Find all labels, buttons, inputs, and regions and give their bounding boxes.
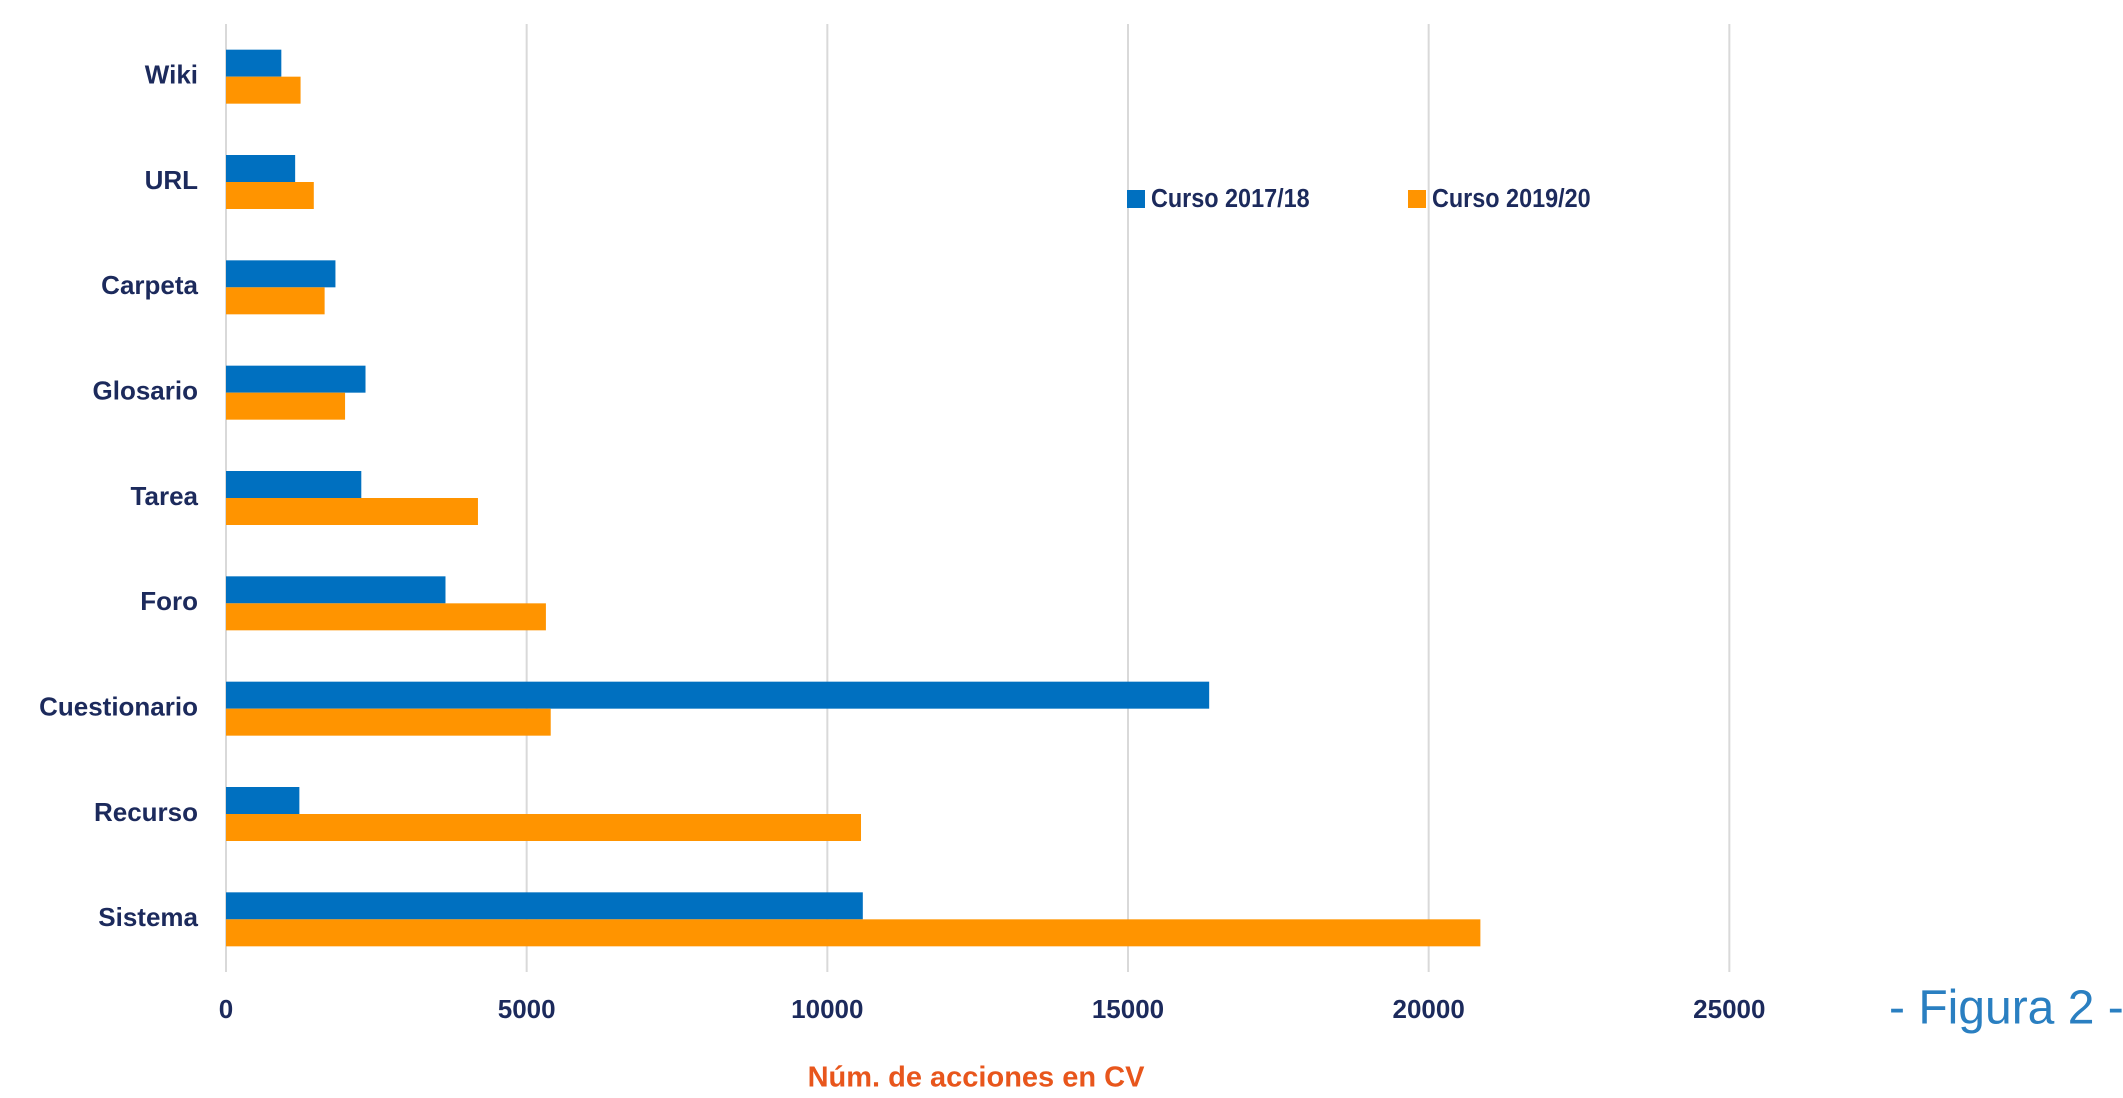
y-tick-label: URL — [145, 165, 199, 195]
bar — [226, 287, 325, 315]
bar — [226, 365, 366, 393]
bar — [226, 603, 546, 631]
legend-label: Curso 2019/20 — [1432, 185, 1591, 213]
y-tick-label: Recurso — [94, 797, 198, 827]
x-axis-title: Núm. de acciones en CV — [808, 1062, 1145, 1094]
x-tick-label: 25000 — [1693, 994, 1765, 1024]
y-tick-label: Sistema — [98, 902, 198, 932]
bar — [226, 814, 862, 841]
legend-swatch — [1127, 190, 1145, 208]
y-tick-label: Glosario — [93, 376, 198, 406]
bar — [226, 919, 1481, 947]
y-tick-label: Carpeta — [101, 270, 198, 300]
bar — [226, 681, 1210, 709]
y-tick-label: Wiki — [145, 60, 198, 90]
annotation: - Figura 2 - — [1889, 982, 2123, 1035]
y-tick-label: Cuestionario — [39, 692, 198, 722]
y-tick-label: Tarea — [131, 481, 199, 511]
bar — [226, 155, 296, 182]
bar — [226, 392, 346, 420]
bar — [226, 76, 301, 104]
bar — [226, 471, 362, 498]
bar — [226, 576, 446, 604]
bar — [226, 260, 336, 288]
bar — [226, 49, 282, 77]
legend-swatch — [1408, 190, 1426, 208]
legend-label: Curso 2017/18 — [1151, 185, 1310, 213]
bar — [226, 708, 551, 736]
x-tick-label: 15000 — [1092, 994, 1164, 1024]
bar — [226, 498, 478, 525]
x-tick-label: 10000 — [791, 994, 863, 1024]
x-tick-label: 20000 — [1393, 994, 1465, 1024]
x-tick-label: 5000 — [498, 994, 556, 1024]
bar — [226, 892, 863, 920]
y-tick-label: Foro — [140, 586, 198, 616]
bar — [226, 787, 300, 814]
x-tick-label: 0 — [219, 994, 233, 1024]
bar — [226, 182, 314, 209]
